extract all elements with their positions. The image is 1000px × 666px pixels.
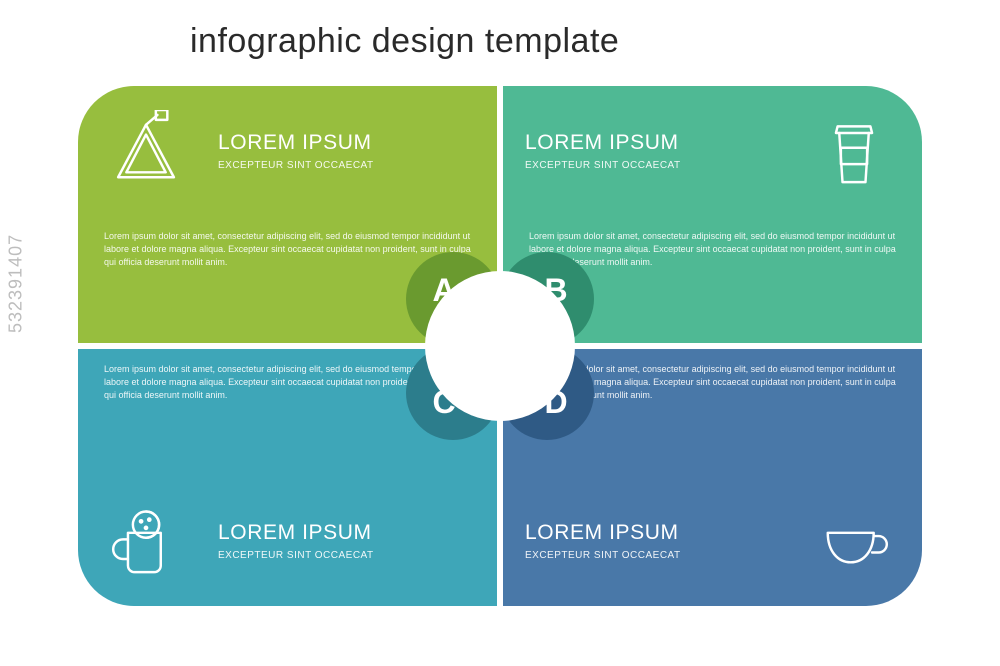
card-d-title: LOREM IPSUM — [525, 521, 782, 545]
page-title: infographic design template — [190, 22, 619, 61]
card-c-subtitle: EXCEPTEUR SINT OCCAECAT — [218, 550, 475, 561]
card-a-title: LOREM IPSUM — [218, 131, 475, 155]
takeaway-cup-icon — [808, 105, 900, 197]
card-c: Lorem ipsum dolor sit amet, consectetur … — [78, 349, 497, 606]
teacup-icon — [808, 495, 900, 587]
card-b: LOREM IPSUM EXCEPTEUR SINT OCCAECAT Lore… — [503, 86, 922, 343]
card-b-body: Lorem ipsum dolor sit amet, consectetur … — [503, 216, 922, 343]
card-c-title: LOREM IPSUM — [218, 521, 475, 545]
watermark-id: 532391407 — [6, 234, 27, 333]
mug-cookie-icon — [100, 495, 192, 587]
card-d: Lorem ipsum dolor sit amet, consectetur … — [503, 349, 922, 606]
card-d-subtitle: EXCEPTEUR SINT OCCAECAT — [525, 550, 782, 561]
card-c-header: LOREM IPSUM EXCEPTEUR SINT OCCAECAT — [78, 476, 497, 606]
card-b-subtitle: EXCEPTEUR SINT OCCAECAT — [525, 160, 782, 171]
card-d-body: Lorem ipsum dolor sit amet, consectetur … — [503, 349, 922, 476]
infographic-grid: LOREM IPSUM EXCEPTEUR SINT OCCAECAT Lore… — [78, 86, 922, 606]
card-b-title-block: LOREM IPSUM EXCEPTEUR SINT OCCAECAT — [525, 131, 782, 171]
card-c-title-block: LOREM IPSUM EXCEPTEUR SINT OCCAECAT — [218, 521, 475, 561]
card-d-title-block: LOREM IPSUM EXCEPTEUR SINT OCCAECAT — [525, 521, 782, 561]
card-b-header: LOREM IPSUM EXCEPTEUR SINT OCCAECAT — [503, 86, 922, 216]
card-a-subtitle: EXCEPTEUR SINT OCCAECAT — [218, 160, 475, 171]
card-a: LOREM IPSUM EXCEPTEUR SINT OCCAECAT Lore… — [78, 86, 497, 343]
card-d-header: LOREM IPSUM EXCEPTEUR SINT OCCAECAT — [503, 476, 922, 606]
card-a-header: LOREM IPSUM EXCEPTEUR SINT OCCAECAT — [78, 86, 497, 216]
card-b-title: LOREM IPSUM — [525, 131, 782, 155]
card-a-body: Lorem ipsum dolor sit amet, consectetur … — [78, 216, 497, 343]
card-c-body: Lorem ipsum dolor sit amet, consectetur … — [78, 349, 497, 476]
card-a-title-block: LOREM IPSUM EXCEPTEUR SINT OCCAECAT — [218, 131, 475, 171]
tea-bag-icon — [100, 105, 192, 197]
